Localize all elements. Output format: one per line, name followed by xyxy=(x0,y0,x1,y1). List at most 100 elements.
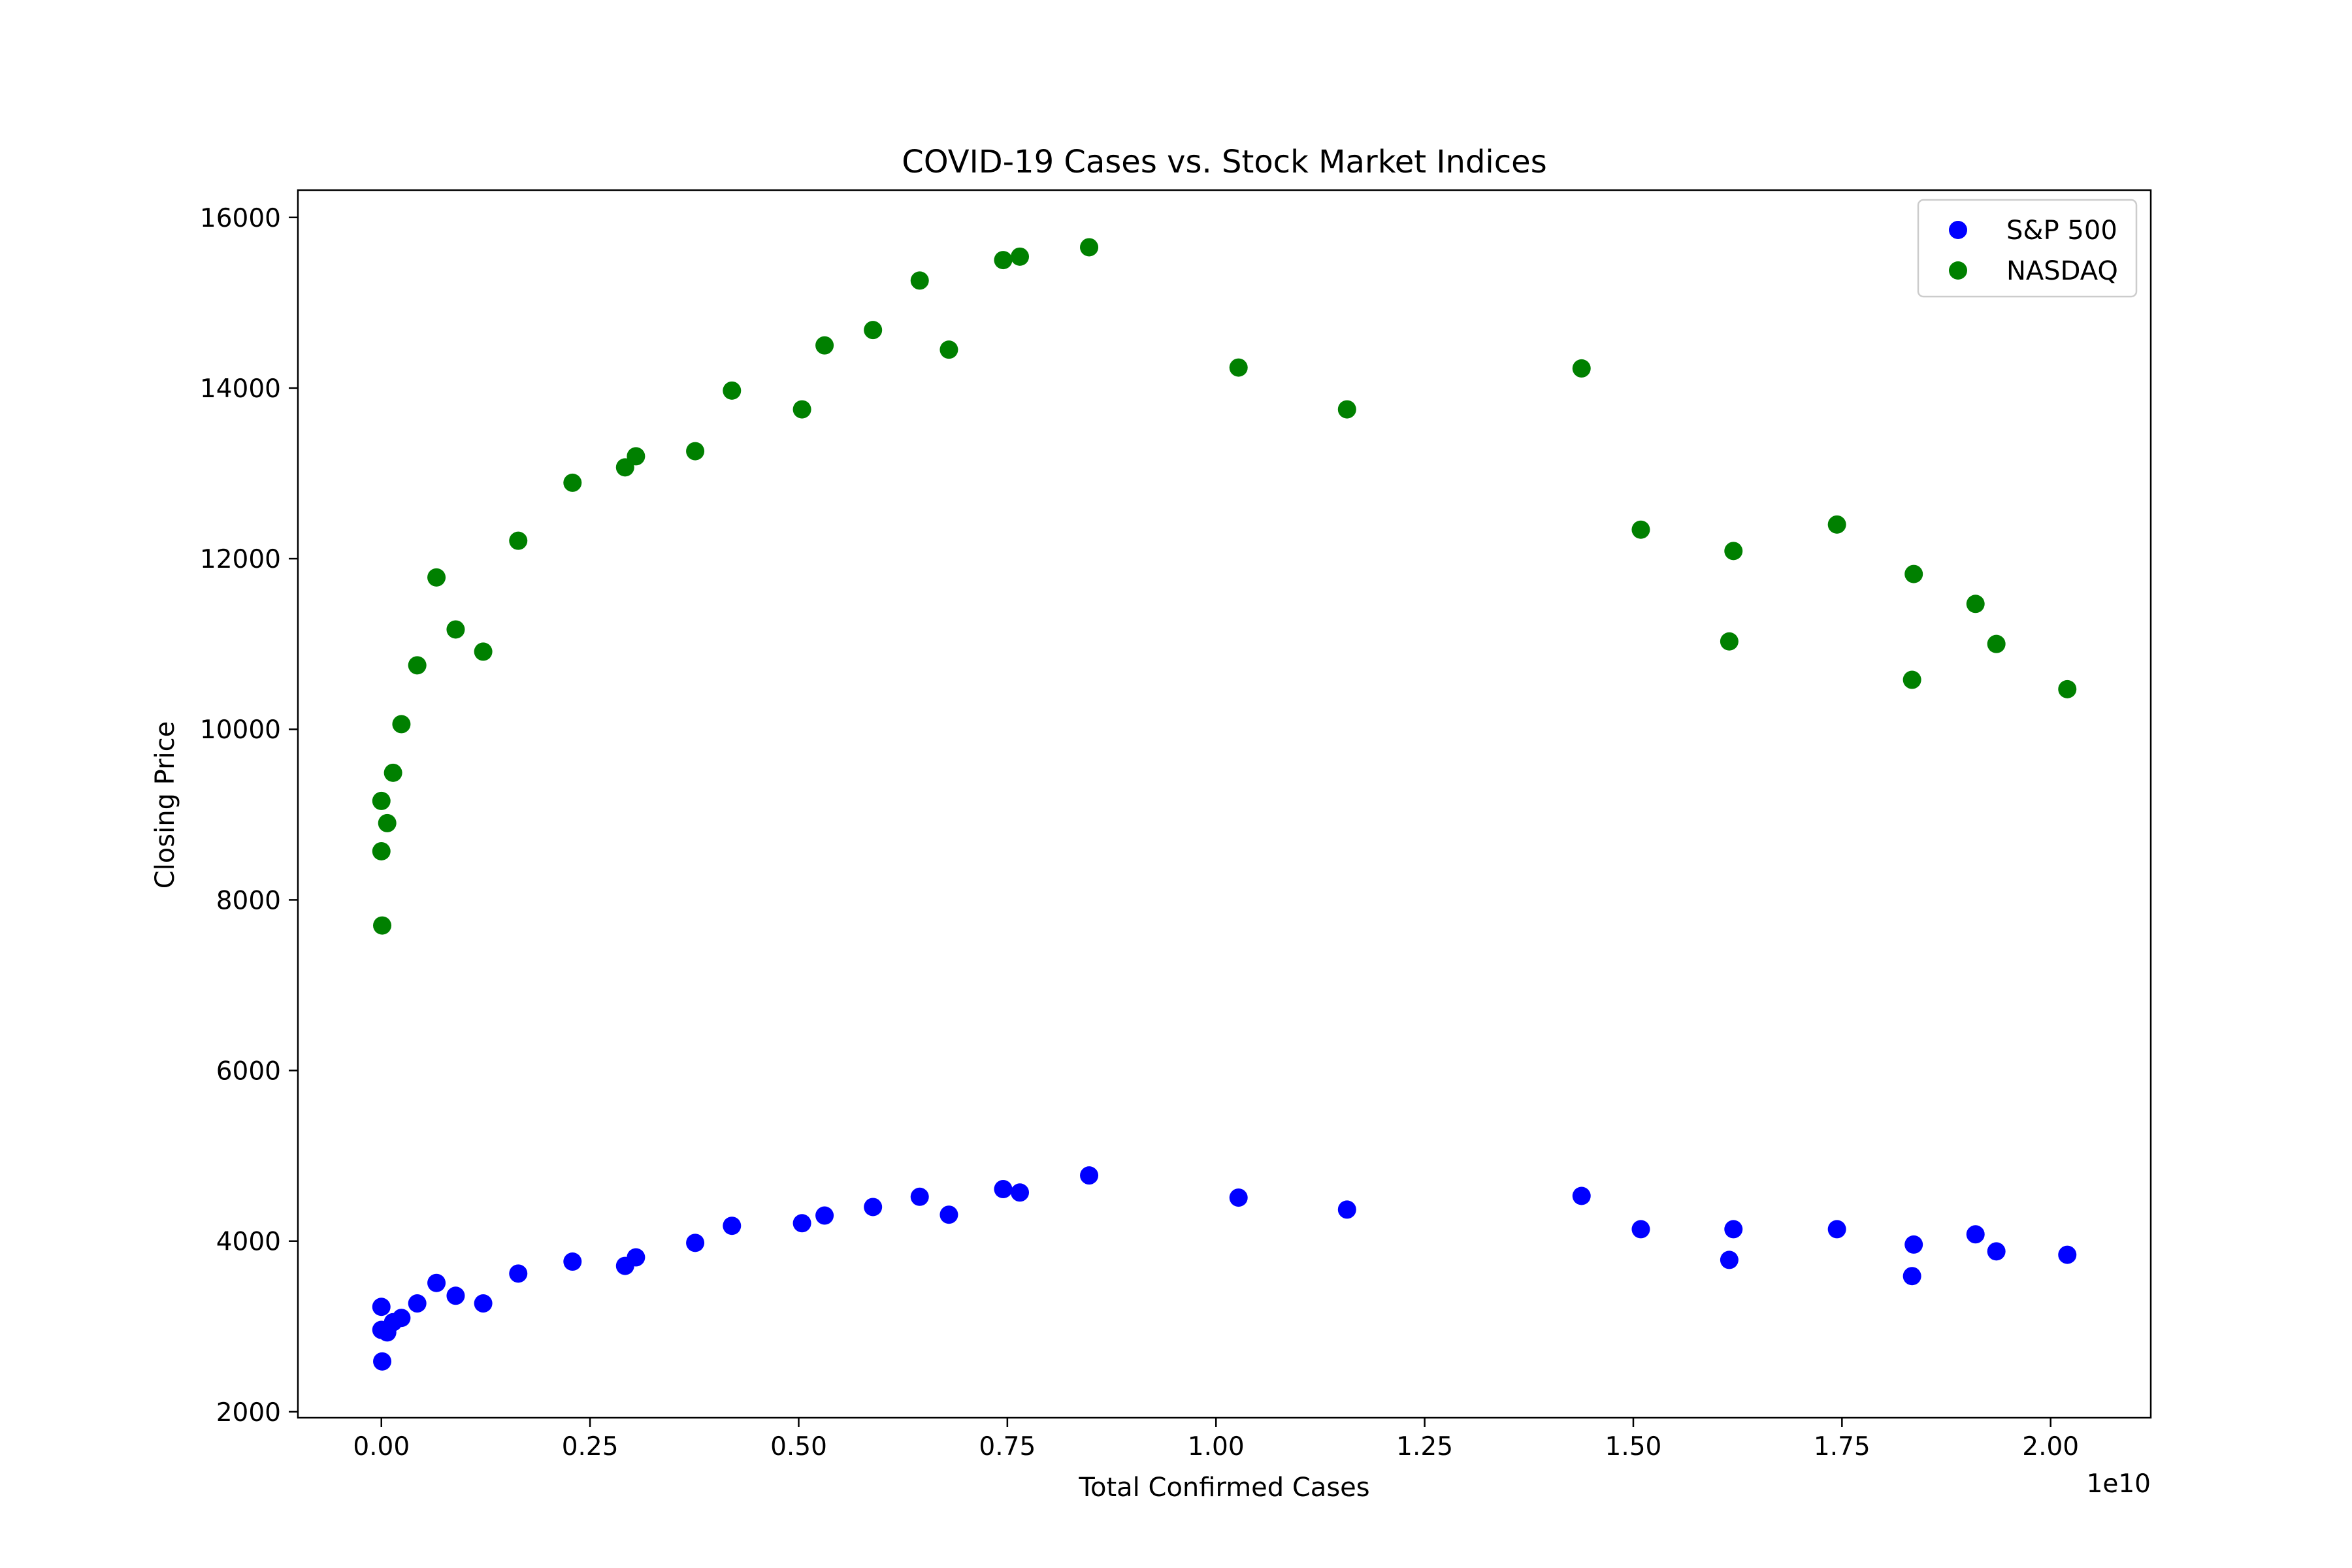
y-tick-label: 12000 xyxy=(200,545,281,574)
data-point xyxy=(1966,1225,1985,1244)
x-axis-offset-label: 1e10 xyxy=(2087,1469,2151,1499)
data-point xyxy=(474,1294,493,1313)
plot-frame xyxy=(297,189,2152,1419)
data-point xyxy=(1903,1267,1921,1286)
y-axis-title: Closing Price xyxy=(150,721,180,889)
chart-title: COVID-19 Cases vs. Stock Market Indices xyxy=(902,144,1546,180)
data-point xyxy=(1903,670,1921,689)
x-tick-label: 0.25 xyxy=(562,1432,619,1462)
legend-marker-nasdaq xyxy=(1949,261,1967,280)
y-tick-label: 4000 xyxy=(216,1228,281,1257)
data-point xyxy=(373,1352,392,1371)
data-point xyxy=(563,1252,582,1271)
data-point xyxy=(372,791,391,810)
legend: S&P 500 NASDAQ xyxy=(1917,199,2138,298)
data-point xyxy=(427,568,446,587)
data-point xyxy=(815,1206,834,1225)
data-point xyxy=(723,381,742,400)
y-tick-label: 2000 xyxy=(216,1398,281,1428)
data-point xyxy=(384,763,402,782)
data-point xyxy=(815,336,834,355)
data-point xyxy=(1966,595,1985,613)
data-point xyxy=(1229,1188,1248,1207)
data-point xyxy=(1011,247,1030,266)
data-point xyxy=(1720,632,1739,651)
data-point xyxy=(373,916,392,935)
y-tick-label: 10000 xyxy=(200,715,281,745)
data-point xyxy=(1337,1200,1356,1219)
x-tick-label: 0.50 xyxy=(770,1432,827,1462)
data-point xyxy=(627,1248,645,1267)
data-point xyxy=(994,251,1013,270)
data-point xyxy=(686,442,705,461)
data-point xyxy=(563,473,582,492)
series-sp500 xyxy=(372,1166,2077,1371)
data-point xyxy=(864,321,883,340)
y-axis: 2000 4000 6000 8000 10000 12000 14000 16000 xyxy=(200,204,298,1428)
data-point xyxy=(372,841,391,860)
data-point xyxy=(1904,564,1923,583)
x-tick-label: 1.75 xyxy=(1814,1432,1870,1462)
data-point xyxy=(1827,515,1846,534)
series-nasdaq xyxy=(372,238,2077,935)
data-point xyxy=(1572,359,1591,378)
legend-frame xyxy=(1917,199,2138,298)
data-point xyxy=(910,271,929,290)
data-point xyxy=(509,531,528,550)
data-point xyxy=(1987,634,2006,653)
legend-label-nasdaq: NASDAQ xyxy=(2006,256,2118,286)
data-point xyxy=(1720,1250,1739,1269)
data-point xyxy=(446,620,465,639)
y-tick-label: 8000 xyxy=(216,886,281,915)
data-point xyxy=(1987,1242,2006,1261)
data-point xyxy=(994,1180,1013,1199)
data-point xyxy=(627,447,645,466)
data-point xyxy=(792,400,811,419)
data-point xyxy=(2058,1245,2077,1264)
data-point xyxy=(1229,358,1248,377)
data-point xyxy=(378,813,397,832)
data-point xyxy=(408,1294,427,1313)
data-point xyxy=(939,1205,958,1224)
legend-label-sp500: S&P 500 xyxy=(2006,216,2117,246)
data-point xyxy=(474,642,493,661)
x-tick-label: 0.75 xyxy=(979,1432,1036,1462)
data-point xyxy=(408,656,427,675)
data-point xyxy=(910,1187,929,1206)
data-point xyxy=(1724,1220,1743,1239)
x-axis: 0.00 0.25 0.50 0.75 1.00 1.25 1.50 1.75 2.00 xyxy=(353,1418,2079,1462)
data-point xyxy=(392,715,411,734)
plot-area xyxy=(297,189,2152,1419)
data-point xyxy=(1011,1183,1030,1202)
data-point xyxy=(1827,1220,1846,1239)
data-point xyxy=(427,1273,446,1292)
x-tick-label: 0.00 xyxy=(353,1432,410,1462)
data-point xyxy=(792,1214,811,1233)
data-point xyxy=(1631,1220,1650,1239)
y-tick-label: 14000 xyxy=(200,374,281,404)
data-point xyxy=(372,1298,391,1316)
y-tick-label: 6000 xyxy=(216,1057,281,1086)
x-tick-label: 1.00 xyxy=(1188,1432,1245,1462)
data-point xyxy=(1337,400,1356,419)
data-point xyxy=(1724,542,1743,561)
data-point xyxy=(864,1198,883,1217)
data-point xyxy=(939,340,958,359)
data-point xyxy=(509,1264,528,1283)
data-point xyxy=(1904,1235,1923,1254)
data-point xyxy=(1572,1186,1591,1205)
x-axis-title: Total Confirmed Cases xyxy=(1078,1473,1369,1503)
data-point xyxy=(1080,238,1099,257)
x-tick-label: 2.00 xyxy=(2022,1432,2079,1462)
x-tick-label: 1.50 xyxy=(1605,1432,1662,1462)
data-point xyxy=(1631,520,1650,539)
y-tick-label: 16000 xyxy=(200,204,281,233)
legend-marker-sp500 xyxy=(1949,221,1967,239)
data-point xyxy=(723,1217,742,1235)
data-point xyxy=(392,1309,411,1328)
data-point xyxy=(446,1286,465,1305)
data-point xyxy=(686,1233,705,1252)
points-layer xyxy=(372,238,2077,1371)
data-point xyxy=(2058,679,2077,698)
